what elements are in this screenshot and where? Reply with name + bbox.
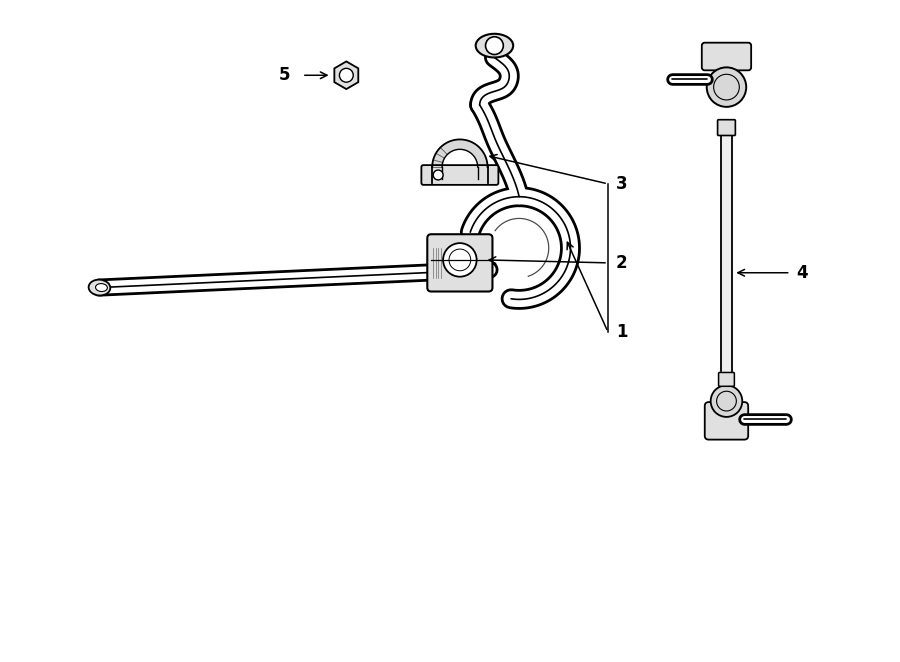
Circle shape	[339, 68, 353, 82]
Text: 5: 5	[278, 66, 290, 84]
FancyBboxPatch shape	[717, 120, 735, 136]
Circle shape	[711, 385, 742, 417]
Text: 4: 4	[796, 263, 808, 282]
FancyBboxPatch shape	[702, 42, 752, 70]
Circle shape	[433, 170, 443, 180]
Circle shape	[706, 68, 746, 107]
FancyBboxPatch shape	[421, 165, 499, 185]
Circle shape	[485, 37, 503, 54]
Text: 3: 3	[616, 175, 627, 193]
Text: 2: 2	[616, 254, 627, 272]
Ellipse shape	[95, 283, 107, 291]
Polygon shape	[432, 140, 488, 167]
FancyBboxPatch shape	[718, 373, 734, 387]
Polygon shape	[721, 134, 733, 371]
Polygon shape	[335, 62, 358, 89]
FancyBboxPatch shape	[705, 402, 748, 440]
Ellipse shape	[476, 34, 513, 58]
Ellipse shape	[88, 279, 111, 295]
FancyBboxPatch shape	[428, 234, 492, 291]
Circle shape	[443, 243, 477, 277]
Text: 1: 1	[616, 323, 627, 341]
